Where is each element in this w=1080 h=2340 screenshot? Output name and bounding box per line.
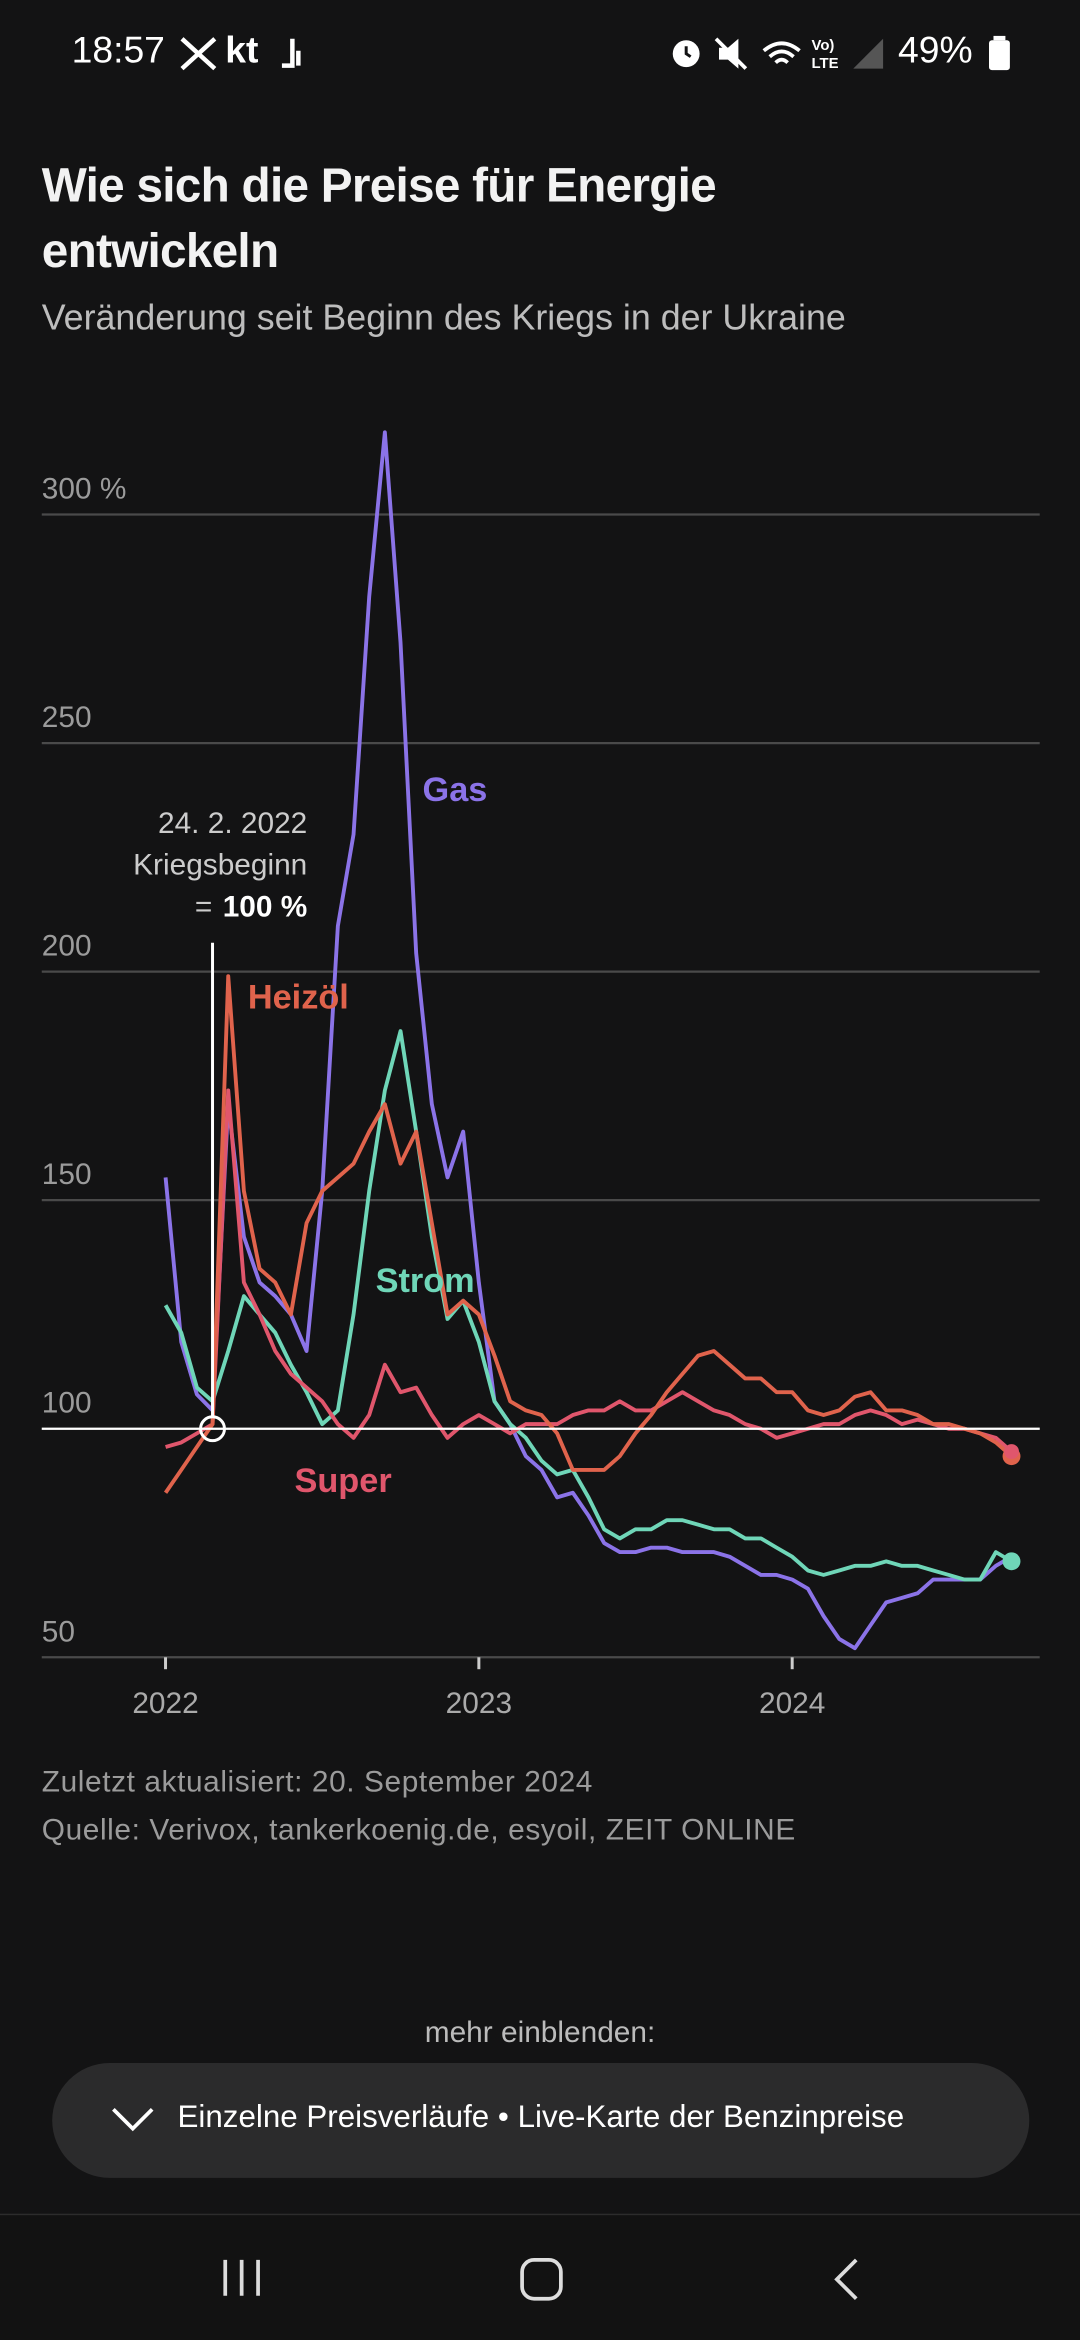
battery-icon	[988, 35, 1010, 71]
x-tick-label: 2022	[132, 1687, 198, 1720]
y-tick-label: 300 %	[42, 473, 127, 506]
series-label: Gas	[423, 771, 488, 809]
annotation-text: 24. 2. 2022	[158, 807, 307, 840]
chart: 50 100 150 200 250 300 % 2022 2023 2024 Gas Heizöl…	[42, 430, 1040, 1720]
series-label: Strom	[376, 1262, 475, 1300]
svg-text:LTE: LTE	[811, 56, 838, 72]
annotation-prefix: =	[195, 890, 212, 923]
y-tick-label: 250	[42, 701, 92, 734]
home-button[interactable]	[519, 2257, 564, 2302]
series-line	[163, 1029, 1013, 1582]
svg-text:Vo): Vo)	[811, 38, 834, 54]
series-label: Super	[294, 1462, 391, 1500]
x-tick-label: 2023	[446, 1687, 512, 1720]
updated-note: Zuletzt aktualisiert: 20. September 2024	[41, 1766, 593, 1799]
y-tick-label: 200	[42, 930, 92, 963]
source-note: Quelle: Verivox, tankerkoenig.de, esyoil…	[41, 1813, 796, 1847]
chevron-icon	[112, 2107, 154, 2132]
more-button-label: Einzelne Preisverläufe • Live-Karte der …	[177, 2100, 905, 2135]
nav-bar	[0, 2213, 1080, 2340]
y-tick-label: 50	[42, 1615, 75, 1648]
back-button[interactable]	[829, 2257, 862, 2302]
y-tick-label: 100	[42, 1387, 92, 1420]
more-label: mehr einblenden:	[424, 2016, 656, 2050]
x-icon	[180, 37, 217, 71]
x-tick-label: 2024	[759, 1687, 825, 1720]
series-line	[163, 974, 1013, 1494]
status-app: kt	[225, 29, 259, 72]
series-line	[163, 430, 1013, 1651]
y-tick-label: 150	[42, 1158, 92, 1191]
more-button[interactable]: Einzelne Preisverläufe • Live-Karte der …	[52, 2063, 1030, 2178]
end-dot	[1002, 1552, 1021, 1571]
chart-subtitle: Veränderung seit Beginn des Kriegs in de…	[41, 298, 846, 339]
annotation-text: Kriegsbeginn	[133, 849, 307, 882]
battery-level: 49%	[898, 29, 973, 72]
recents-button[interactable]	[221, 2257, 263, 2299]
app-icon	[281, 38, 301, 68]
annotation-value: 100 %	[223, 890, 308, 923]
series-line	[165, 1088, 1013, 1454]
status-icons: Vo) LTE	[672, 37, 884, 72]
end-dot	[1004, 1444, 1019, 1460]
annotation-text: = 100 %	[195, 890, 307, 923]
annotation-marker	[199, 1415, 226, 1443]
series-label: Heizöl	[248, 979, 349, 1017]
status-time: 18:57	[71, 29, 165, 72]
chart-title: Wie sich die Preise für Energie entwicke…	[41, 158, 717, 278]
